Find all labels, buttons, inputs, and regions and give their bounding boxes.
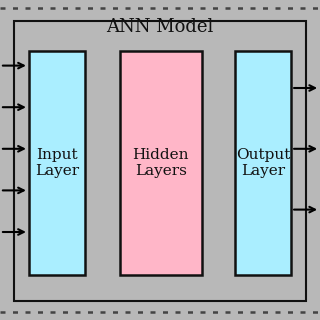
Bar — [120, 51, 202, 275]
Text: Output
Layer: Output Layer — [236, 148, 290, 178]
Bar — [29, 51, 85, 275]
Text: Input
Layer: Input Layer — [35, 148, 79, 178]
Bar — [235, 51, 291, 275]
Text: ANN Model: ANN Model — [106, 18, 214, 36]
Bar — [14, 21, 306, 301]
Text: Hidden
Layers: Hidden Layers — [132, 148, 189, 178]
